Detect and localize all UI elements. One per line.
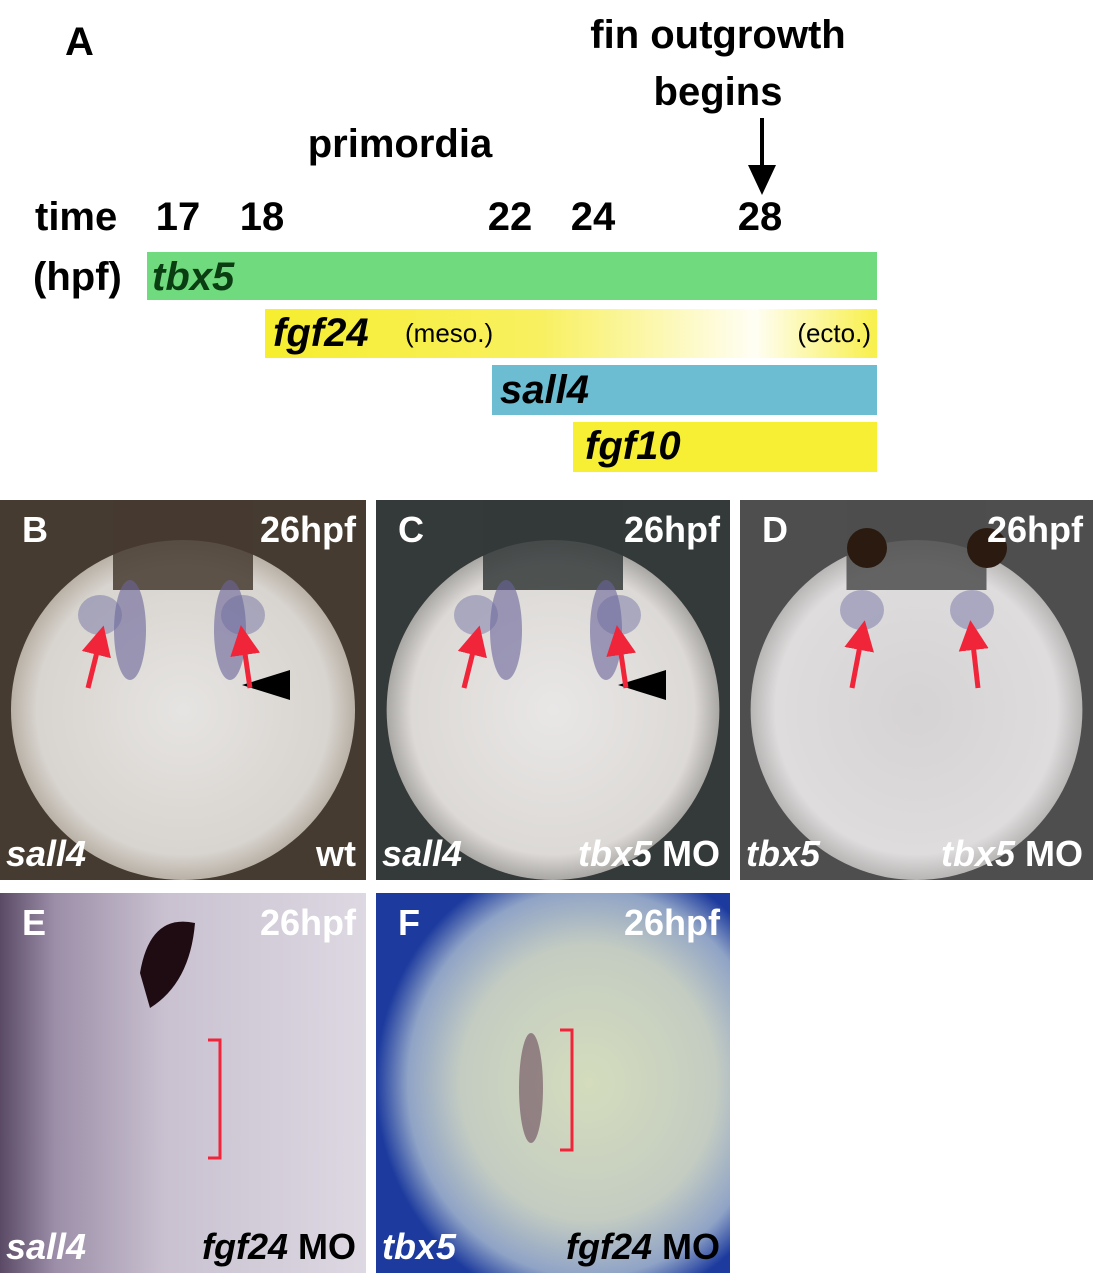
stage-label: 26hpf	[624, 509, 721, 550]
condition-gene: tbx5	[578, 833, 653, 874]
time-label: 22	[488, 195, 533, 239]
stage-label: 26hpf	[624, 902, 721, 943]
expression-bar	[492, 365, 877, 415]
stage-label: 26hpf	[260, 902, 357, 943]
stage-label: 26hpf	[260, 509, 357, 550]
expression-bar	[573, 422, 877, 472]
red-arrow	[606, 625, 637, 689]
panel-label: A	[65, 20, 94, 64]
neural-tube	[483, 500, 623, 590]
annotation: begins	[654, 70, 783, 114]
panel-label: C	[398, 509, 424, 550]
red-arrow	[230, 625, 261, 689]
panel-label: D	[762, 509, 788, 550]
bar-note: (ecto.)	[797, 318, 871, 348]
stain	[454, 595, 498, 635]
time-label: 17	[156, 195, 201, 239]
condition-gene: tbx5	[941, 833, 1016, 874]
condition-gene: fgf24	[202, 1226, 288, 1267]
condition-text: MO	[1025, 833, 1083, 874]
red-arrow	[81, 625, 111, 689]
stain	[78, 595, 122, 635]
stain	[114, 580, 146, 680]
image-panel: B 26hpf sall4 wt	[0, 500, 366, 880]
embryo	[386, 540, 720, 880]
stain	[950, 590, 994, 630]
gene-name: tbx5	[152, 255, 235, 299]
bracket	[560, 1028, 574, 1152]
condition-label: tbx5 MO	[578, 833, 720, 874]
time-label: 24	[571, 195, 616, 239]
condition-text: MO	[662, 833, 720, 874]
panel-label: E	[22, 902, 46, 943]
bar-note: (meso.)	[405, 318, 493, 348]
pigment	[140, 921, 195, 1008]
image-panel: F 26hpf tbx5 fgf24 MO	[376, 893, 730, 1273]
stage-label: 26hpf	[987, 509, 1084, 550]
expression-bar	[147, 252, 877, 300]
neural-tube	[113, 500, 253, 590]
gene-name: fgf24	[273, 311, 369, 355]
probe-label: sall4	[382, 833, 462, 874]
embryo	[750, 540, 1083, 880]
embryo	[376, 893, 730, 1273]
expression-bar	[265, 309, 877, 358]
condition-label: fgf24 MO	[566, 1226, 720, 1267]
gene-name: sall4	[500, 368, 589, 412]
axis-label: time	[35, 195, 117, 239]
condition-text: MO	[298, 1226, 356, 1267]
condition-label: fgf24 MO	[202, 1226, 356, 1267]
panel-label: F	[398, 902, 420, 943]
gene-name: fgf10	[585, 424, 681, 468]
condition-label: wt	[315, 833, 356, 874]
panel-label: B	[22, 509, 48, 550]
time-label: 18	[240, 195, 285, 239]
condition-label: tbx5 MO	[941, 833, 1083, 874]
condition-text: MO	[662, 1226, 720, 1267]
stage-label: primordia	[308, 122, 493, 166]
red-arrow	[457, 625, 487, 689]
stain	[221, 595, 265, 635]
probe-label: tbx5	[746, 833, 821, 874]
condition-gene: fgf24	[566, 1226, 652, 1267]
eye	[967, 528, 1007, 568]
stain	[840, 590, 884, 630]
bracket	[208, 1038, 222, 1160]
red-arrow	[958, 620, 989, 689]
arrowhead	[242, 670, 290, 700]
arrowhead	[618, 670, 666, 700]
stain	[597, 595, 641, 635]
image-panel: C 26hpf sall4 tbx5 MO	[376, 500, 730, 880]
probe-label: sall4	[6, 1226, 86, 1267]
stain	[519, 1033, 543, 1143]
stain	[490, 580, 522, 680]
arrow-head	[748, 165, 776, 195]
red-arrow	[844, 620, 874, 689]
axis-label: (hpf)	[33, 255, 122, 299]
embryo	[10, 540, 356, 880]
time-label: 28	[738, 195, 783, 239]
probe-label: sall4	[6, 833, 86, 874]
eye	[847, 528, 887, 568]
condition-text: wt	[315, 833, 356, 874]
annotation: fin outgrowth	[590, 13, 845, 57]
probe-label: tbx5	[382, 1226, 457, 1267]
image-panel: E 26hpf sall4 fgf24 MO	[0, 893, 366, 1273]
